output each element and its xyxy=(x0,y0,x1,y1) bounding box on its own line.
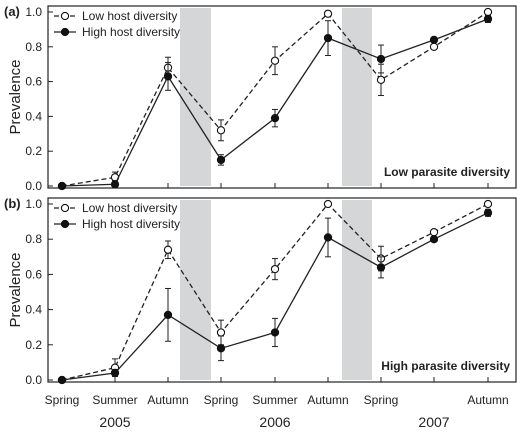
series-line-low-host xyxy=(61,203,489,381)
y-axis-label: Prevalence xyxy=(7,252,24,327)
shaded-band xyxy=(342,8,372,186)
x-tick-label: Spring xyxy=(45,393,80,407)
y-tick-label: 0.0 xyxy=(25,179,42,193)
data-point-low-host xyxy=(216,126,226,135)
panel-label: (b) xyxy=(4,196,21,211)
data-point-high-host xyxy=(57,181,67,191)
x-tick-label: Summer xyxy=(92,393,137,407)
x-tick-label: Autumn xyxy=(147,393,188,407)
data-point-high-host xyxy=(270,113,280,123)
data-point-low-host xyxy=(216,328,226,337)
y-tick-label: 0.4 xyxy=(25,303,42,317)
legend-marker xyxy=(60,27,70,37)
legend-marker xyxy=(60,11,70,21)
x-tick-label: Autumn xyxy=(307,393,348,407)
legend-label: High host diversity xyxy=(82,25,180,39)
panel-a: 0.0 0.2 0.4 0.6 0.8 1.0 Prevalence (a) Low paras… xyxy=(4,4,517,193)
panel-annotation: Low parasite diversity xyxy=(384,165,510,179)
panel-annotation: High parasite diversity xyxy=(381,359,510,373)
data-point-low-host xyxy=(483,199,493,209)
shaded-band xyxy=(342,200,372,380)
y-tick-label: 1.0 xyxy=(25,197,42,211)
y-tick-label: 0.0 xyxy=(25,373,42,387)
data-point-low-host xyxy=(270,56,280,65)
panel-label: (a) xyxy=(4,4,20,19)
data-point-high-host xyxy=(376,54,386,64)
data-point-high-host xyxy=(376,263,386,272)
data-point-low-host xyxy=(376,75,386,85)
y-tick-label: 1.0 xyxy=(25,5,42,19)
legend-label: Low host diversity xyxy=(82,201,177,215)
series-line-high-host xyxy=(61,18,489,187)
x-tick-label: Autumn xyxy=(467,393,508,407)
legend-label: High host diversity xyxy=(82,217,180,231)
shaded-band xyxy=(180,8,211,186)
data-point-high-host xyxy=(216,344,226,353)
data-point-low-host xyxy=(429,42,439,51)
data-point-high-host xyxy=(270,328,280,337)
y-tick-label: 0.8 xyxy=(25,40,42,54)
data-point-high-host xyxy=(429,235,439,244)
shaded-band xyxy=(180,200,211,380)
x-tick-label: Spring xyxy=(204,393,239,407)
y-axis-label: Prevalence xyxy=(7,59,24,134)
y-tick-label: 0.4 xyxy=(25,109,42,123)
data-point-high-host xyxy=(57,375,67,385)
data-point-low-host xyxy=(323,9,333,18)
year-label: 2007 xyxy=(418,414,449,430)
x-tick-label: Summer xyxy=(252,393,297,407)
data-point-low-host xyxy=(429,228,439,237)
year-label: 2006 xyxy=(259,414,290,430)
data-point-high-host xyxy=(216,155,226,165)
data-point-high-host xyxy=(323,233,333,242)
data-point-low-host xyxy=(163,245,173,254)
data-point-high-host xyxy=(110,180,120,189)
data-point-high-host xyxy=(163,310,173,320)
data-point-low-host xyxy=(323,199,333,209)
data-point-high-host xyxy=(323,33,333,43)
data-point-high-host xyxy=(163,72,173,81)
data-point-high-host xyxy=(483,208,493,217)
data-point-high-host xyxy=(429,35,439,44)
legend-marker xyxy=(60,219,70,229)
plot-frame xyxy=(47,5,517,189)
year-label: 2005 xyxy=(99,414,130,430)
y-tick-label: 0.2 xyxy=(25,144,42,158)
data-point-low-host xyxy=(270,264,280,274)
y-tick-label: 0.6 xyxy=(25,75,42,89)
y-tick-label: 0.8 xyxy=(25,232,42,246)
data-point-low-host xyxy=(483,7,493,17)
data-point-high-host xyxy=(483,14,493,24)
y-tick-label: 0.6 xyxy=(25,267,42,281)
y-tick-label: 0.2 xyxy=(25,338,42,352)
series-line-high-host xyxy=(61,212,489,381)
legend-marker xyxy=(60,203,70,213)
data-point-high-host xyxy=(110,368,120,378)
panel-b: 0.0 0.2 0.4 0.6 0.8 1.0 Prevalence (b) High para… xyxy=(4,196,517,387)
legend-label: Low host diversity xyxy=(82,9,177,23)
x-tick-label: Spring xyxy=(364,393,399,407)
plot-frame xyxy=(47,197,517,383)
